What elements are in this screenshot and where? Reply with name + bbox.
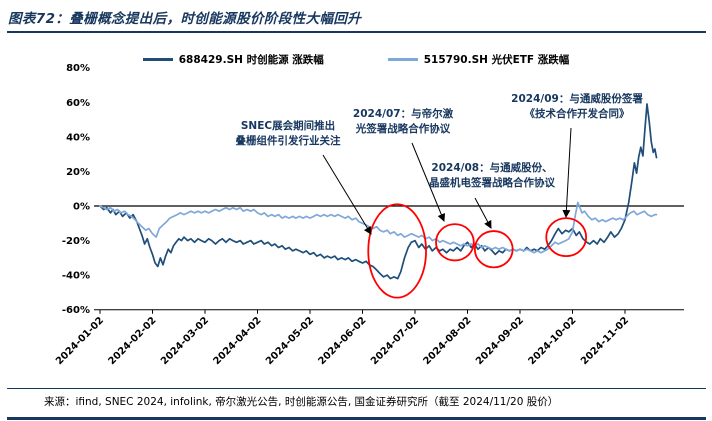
annotation-arrow: [411, 142, 446, 222]
legend-swatch-light-blue: [387, 58, 418, 61]
chart-legend: 688429.SH 时创能源 涨跌幅 515790.SH 光伏ETF 涨跌幅: [0, 52, 712, 67]
x-tick-label: 2024-08-02: [422, 315, 474, 367]
y-tick-label: -20%: [62, 236, 90, 247]
annotation-2024-07: 2024/07：与帝尔激 光签署战略合作协议: [332, 107, 474, 137]
annotation-2024-08: 2024/08：与通威股份、 晶盛机电签署战略合作协议: [417, 161, 567, 191]
x-axis: 2024-01-02 2024-02-02 2024-03-02 2024-04-02…: [54, 309, 684, 367]
annotation-sep-line2: 《技术合作开发合同》: [524, 108, 630, 120]
highlight-ellipse: [545, 217, 588, 258]
y-tick-label: -60%: [62, 305, 90, 316]
legend-item-688429: 688429.SH 时创能源 涨跌幅: [142, 52, 324, 67]
y-tick-label: 80%: [66, 63, 90, 74]
x-tick-label: 2024-03-02: [159, 315, 211, 367]
bottom-rule: [7, 417, 706, 420]
annotation-jul-line1: 2024/07：与帝尔激: [352, 108, 454, 120]
source-note: 来源：ifind, SNEC 2024, infolink, 帝尔激光公告, 时…: [44, 396, 559, 408]
legend-label-515790: 515790.SH 光伏ETF 涨跌幅: [423, 54, 570, 66]
annotation-2024-09: 2024/09：与通威股份签署 《技术合作开发合同》: [500, 92, 654, 122]
x-tick-label: 2024-10-02: [527, 315, 579, 367]
annotation-arrow: [562, 127, 572, 218]
x-tick-label: 2024-01-02: [54, 315, 106, 367]
highlight-ellipse: [435, 223, 475, 262]
x-tick-label: 2024-05-02: [264, 315, 316, 367]
annotation-aug-line2: 晶盛机电签署战略合作协议: [429, 177, 555, 189]
x-tick-label: 2024-04-02: [212, 315, 264, 367]
annotation-snec: SNEC展会期间推出 叠栅组件引发行业关注: [196, 119, 380, 149]
x-tick-label: 2024-06-02: [317, 315, 369, 367]
annotation-snec-line2: 叠栅组件引发行业关注: [235, 135, 341, 147]
highlight-ellipse: [367, 203, 427, 299]
legend-item-515790: 515790.SH 光伏ETF 涨跌幅: [387, 52, 570, 67]
footer-rule: [7, 388, 706, 389]
y-axis: 80% 60% 40% 20% 0% -20% -40% -60%: [62, 63, 90, 316]
figure-title: 图表72：叠栅概念提出后，时创能源股价阶段性大幅回升: [8, 11, 362, 27]
x-tick-label: 2024-02-02: [107, 315, 159, 367]
y-tick-label: 20%: [66, 167, 90, 178]
legend-label-688429: 688429.SH 时创能源 涨跌幅: [178, 54, 324, 66]
title-rule: [7, 31, 706, 33]
series-line-1: [99, 201, 658, 254]
y-tick-label: 40%: [66, 132, 90, 143]
annotation-jul-line2: 光签署战略合作协议: [355, 123, 451, 135]
annotation-sep-line1: 2024/09：与通威股份签署: [511, 93, 643, 105]
x-tick-label: 2024-11-02: [579, 315, 631, 367]
annotation-aug-line1: 2024/08：与通威股份、: [431, 162, 553, 174]
y-tick-label: 0%: [73, 202, 90, 213]
x-tick-label: 2024-07-02: [369, 315, 421, 367]
annotation-snec-line1: SNEC展会期间推出: [240, 120, 336, 132]
y-tick-label: -40%: [62, 271, 90, 282]
series-line-0: [99, 103, 658, 280]
annotation-arrow: [474, 197, 492, 229]
x-tick-label: 2024-09-02: [474, 315, 526, 367]
y-tick-label: 60%: [66, 98, 90, 109]
legend-swatch-dark-blue: [142, 58, 173, 61]
annotation-arrow: [322, 154, 372, 235]
highlight-ellipse: [473, 230, 514, 269]
